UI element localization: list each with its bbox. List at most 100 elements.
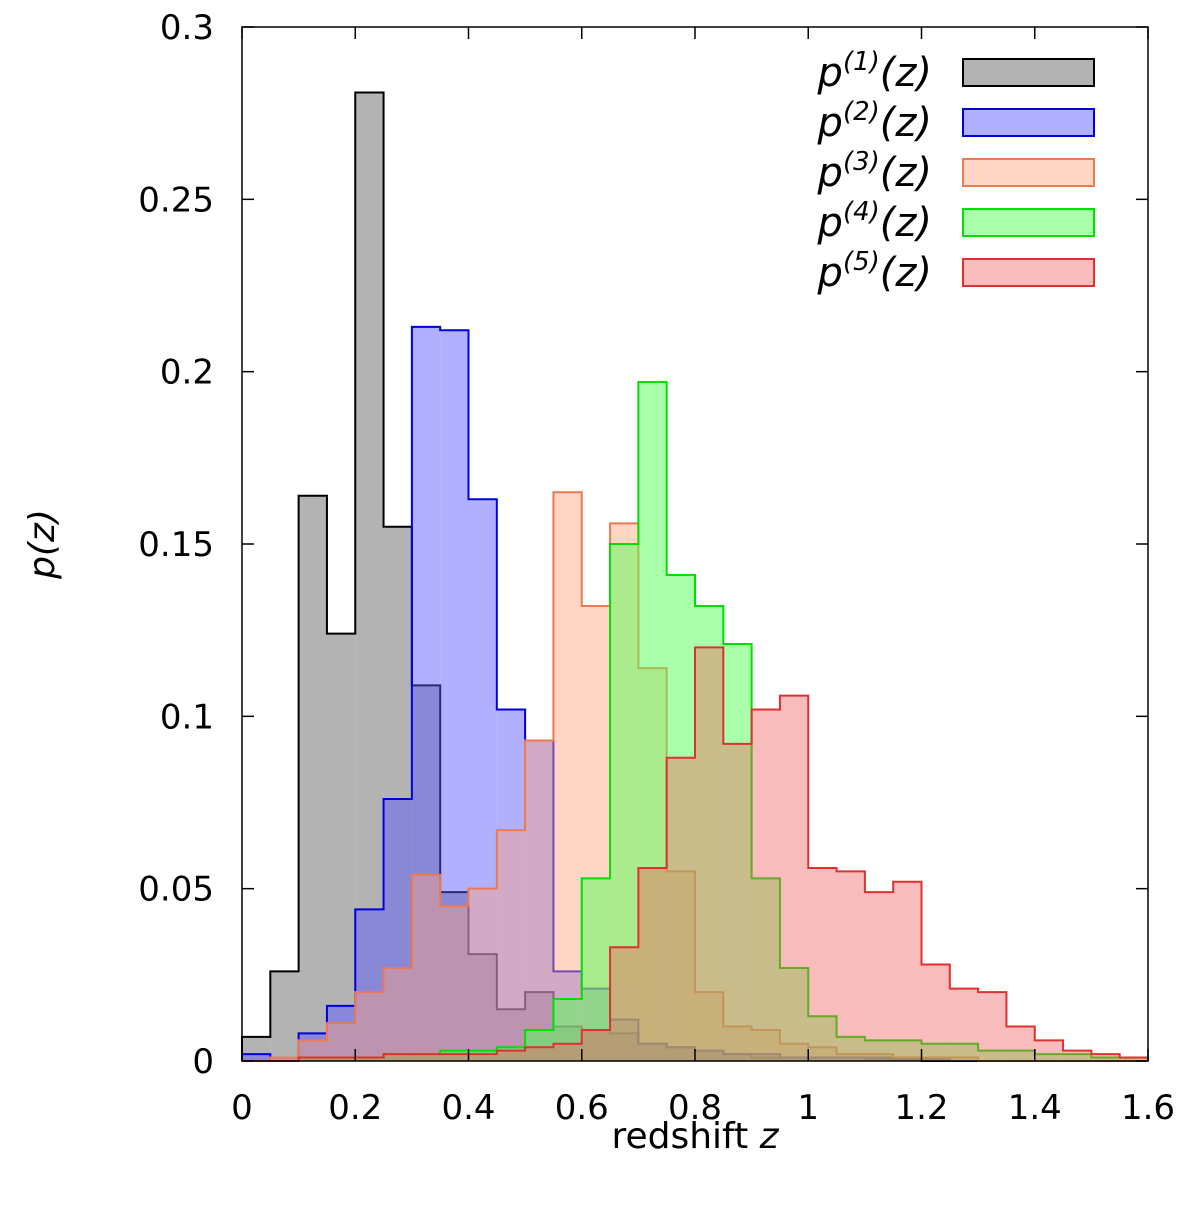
series-5-bar — [1034, 1040, 1064, 1061]
x-axis-label-var: z — [759, 1116, 780, 1157]
x-tick-label: 0.6 — [555, 1088, 609, 1128]
series-5-bar — [921, 964, 950, 1061]
series-2-bar — [298, 1033, 327, 1061]
series-5-bar — [836, 871, 865, 1061]
legend-item-1: p(1)(z) — [817, 47, 1095, 96]
x-tick-label: 1.6 — [1121, 1088, 1175, 1128]
series-4 — [242, 381, 1149, 1062]
series-2-bar — [270, 1057, 299, 1061]
series-4-bar — [440, 1050, 469, 1061]
y-tick-label: 0.15 — [138, 525, 214, 565]
series-5-bar — [949, 988, 979, 1061]
series-4-bar — [468, 1050, 497, 1061]
series-3-bar — [383, 967, 412, 1061]
series-3-bar — [326, 1023, 356, 1061]
legend-label: p(4)(z) — [817, 197, 932, 246]
series-4-bar — [383, 1054, 412, 1061]
series-4-bar — [1034, 1054, 1064, 1061]
y-tick-label: 0.05 — [138, 870, 214, 910]
series-5-bar — [298, 1057, 327, 1061]
series-4-bar — [553, 998, 582, 1061]
series-5-bar — [638, 867, 667, 1061]
legend-swatch — [962, 108, 1095, 137]
series-3-bar — [298, 1040, 327, 1061]
series-5-bar — [751, 709, 780, 1061]
series-2-bar — [411, 326, 441, 1061]
series-5 — [242, 646, 1149, 1062]
legend-item-2: p(2)(z) — [817, 97, 1095, 146]
x-tick-label: 0 — [231, 1088, 253, 1128]
x-axis-label-text: redshift — [611, 1116, 759, 1157]
series-5-bar — [355, 1057, 384, 1061]
x-tick-label: 0.4 — [441, 1088, 495, 1128]
series-1-bar — [440, 892, 469, 1061]
legend-label: p(5)(z) — [817, 247, 932, 296]
series-2-bar — [242, 1054, 271, 1061]
series-4-bar — [695, 606, 724, 1061]
series-5-bar — [864, 892, 894, 1061]
series-1-bar — [298, 495, 327, 1061]
legend-item-4: p(4)(z) — [817, 197, 1095, 246]
series-5-bar — [1119, 1057, 1148, 1061]
series-5-outline — [242, 646, 1149, 1062]
series-5-bar — [808, 867, 837, 1061]
series-4-bar — [723, 643, 752, 1061]
axis-tick-labels: 0 0.2 0.4 0.6 0.8 1 1.2 1.4 1.6 0 0.05 0.1 0.15 0.2 0.… — [138, 8, 1175, 1128]
legend-swatch — [962, 258, 1095, 287]
series-2-bar — [326, 1005, 356, 1061]
series-5-bar — [978, 992, 1007, 1061]
series-5-bar — [1091, 1054, 1120, 1061]
y-tick-label: 0.3 — [160, 8, 214, 48]
series-4-bar — [864, 1040, 894, 1061]
series-5-bar — [553, 1043, 582, 1061]
series-5-bar — [496, 1050, 526, 1061]
series-2-bar — [496, 709, 526, 1061]
legend-item-3: p(3)(z) — [817, 147, 1095, 196]
legend-label: p(3)(z) — [817, 147, 932, 196]
legend-swatch — [962, 208, 1095, 237]
series-4-bar — [808, 1016, 837, 1061]
series-4-bar — [949, 1043, 979, 1061]
series-4-bar — [921, 1043, 950, 1061]
legend-swatch — [962, 158, 1095, 187]
series-5-bar — [581, 1029, 611, 1061]
legend-swatch — [962, 58, 1095, 87]
series-4-bar — [1006, 1050, 1035, 1061]
series-2-bar — [383, 799, 412, 1061]
series-5-bar — [695, 647, 724, 1061]
y-tick-label: 0.25 — [138, 180, 214, 220]
series-1-bar — [326, 633, 356, 1061]
legend-item-5: p(5)(z) — [817, 247, 1095, 296]
series-3-bar — [525, 740, 554, 1061]
y-tick-label: 0.2 — [160, 353, 214, 393]
series-1-bar — [383, 526, 412, 1061]
series-1-bar — [242, 1036, 271, 1061]
series-5-bar — [1006, 1026, 1035, 1061]
series-4-bar — [326, 1057, 356, 1061]
series-5-bar — [1063, 1050, 1092, 1061]
histogram-series-layer — [241, 91, 1149, 1062]
series-2-bar — [468, 499, 497, 1061]
series-4-bar — [525, 1029, 554, 1061]
series-3-bar — [355, 992, 384, 1061]
series-3-bar — [270, 1057, 299, 1061]
series-4-bar — [836, 1036, 865, 1061]
series-3-bar — [553, 492, 582, 1061]
legend-label: p(1)(z) — [817, 47, 932, 96]
series-5-bar — [440, 1054, 469, 1061]
legend-label: p(2)(z) — [817, 97, 932, 146]
series-4-bar — [978, 1050, 1007, 1061]
series-4-bar — [638, 382, 667, 1061]
series-1 — [241, 91, 1148, 1062]
series-5-bar — [383, 1054, 412, 1061]
series-5-bar — [411, 1054, 441, 1061]
series-1-bar — [411, 685, 441, 1061]
series-4-bar — [298, 1057, 327, 1061]
series-4-bar — [1063, 1054, 1092, 1061]
y-axis-label: p(z) — [22, 509, 63, 580]
series-4-bar — [411, 1054, 441, 1061]
x-tick-label: 0.8 — [668, 1088, 722, 1128]
series-3-bar — [496, 830, 526, 1061]
axis-ticks — [241, 26, 1149, 1062]
